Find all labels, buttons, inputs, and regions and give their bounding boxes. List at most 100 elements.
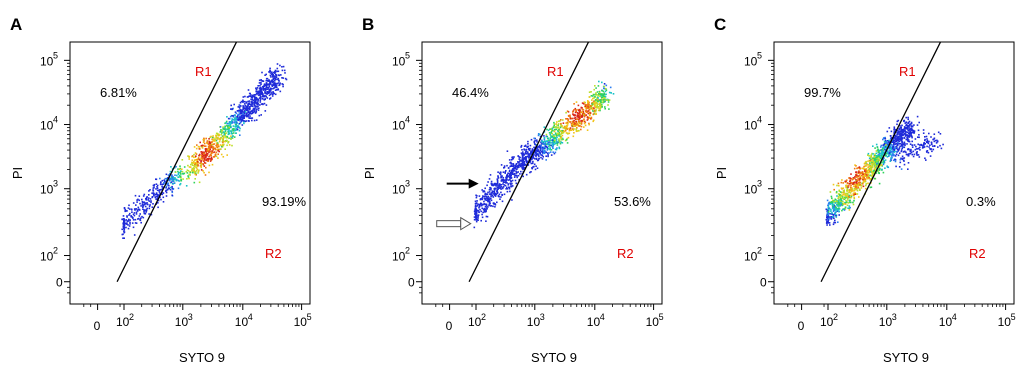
- data-point: [208, 151, 210, 153]
- data-point: [557, 144, 559, 146]
- data-point: [257, 105, 259, 107]
- data-point: [178, 173, 180, 175]
- data-point: [196, 153, 198, 155]
- data-point: [856, 171, 858, 173]
- data-point: [148, 194, 150, 196]
- data-point: [228, 127, 230, 129]
- data-point: [926, 136, 928, 138]
- data-point: [511, 170, 513, 172]
- data-point: [129, 213, 131, 215]
- data-point: [912, 154, 914, 156]
- data-point: [872, 173, 874, 175]
- data-point: [854, 193, 856, 195]
- data-point: [573, 132, 575, 134]
- data-point: [187, 172, 189, 174]
- data-point: [128, 228, 130, 230]
- data-point: [844, 203, 846, 205]
- data-point: [581, 107, 583, 109]
- data-point: [610, 87, 612, 89]
- data-point: [535, 165, 537, 167]
- data-point: [896, 146, 898, 148]
- data-point: [489, 201, 491, 203]
- data-point: [497, 192, 499, 194]
- data-point: [240, 105, 242, 107]
- data-point: [841, 200, 843, 202]
- data-point: [601, 94, 603, 96]
- data-point: [835, 212, 837, 214]
- data-point: [480, 220, 482, 222]
- data-point: [573, 103, 575, 105]
- data-point: [591, 99, 593, 101]
- data-point: [490, 174, 492, 176]
- data-point: [873, 162, 875, 164]
- data-point: [133, 219, 135, 221]
- data-point: [603, 88, 605, 90]
- data-point: [848, 192, 850, 194]
- x-tick-exponent: 4: [600, 312, 605, 322]
- data-point: [552, 147, 554, 149]
- region-percent-r1: 46.4%: [452, 85, 489, 100]
- data-point: [560, 133, 562, 135]
- data-point: [131, 209, 133, 211]
- data-point: [894, 159, 896, 161]
- data-point: [886, 153, 888, 155]
- data-point: [187, 165, 189, 167]
- data-point: [513, 170, 515, 172]
- data-point: [901, 144, 903, 146]
- data-point: [608, 101, 610, 103]
- data-point: [540, 148, 542, 150]
- plot-area: [469, 41, 614, 282]
- data-point: [505, 188, 507, 190]
- data-point: [924, 146, 926, 148]
- data-point: [854, 188, 856, 190]
- data-point: [601, 97, 603, 99]
- data-point: [833, 201, 835, 203]
- data-point: [598, 85, 600, 87]
- data-point: [895, 166, 897, 168]
- data-point: [582, 112, 584, 114]
- data-point: [909, 141, 911, 143]
- x-tick-label: 10: [879, 315, 893, 329]
- data-point: [524, 153, 526, 155]
- data-point: [139, 195, 141, 197]
- y-tick-exponent: 4: [405, 115, 410, 125]
- data-point: [140, 222, 142, 224]
- data-point: [842, 182, 844, 184]
- data-point: [249, 93, 251, 95]
- data-point: [577, 112, 579, 114]
- data-point: [831, 201, 833, 203]
- data-point: [904, 127, 906, 129]
- data-point: [525, 145, 527, 147]
- data-point: [878, 152, 880, 154]
- data-point: [593, 107, 595, 109]
- data-point: [527, 143, 529, 145]
- data-point: [225, 137, 227, 139]
- data-point: [517, 161, 519, 163]
- data-point: [831, 198, 833, 200]
- data-point: [891, 155, 893, 157]
- data-point: [266, 82, 268, 84]
- data-point: [594, 105, 596, 107]
- data-point: [275, 70, 277, 72]
- data-point: [195, 174, 197, 176]
- data-point: [491, 194, 493, 196]
- data-point: [891, 131, 893, 133]
- data-point: [827, 205, 829, 207]
- data-point: [224, 141, 226, 143]
- data-point: [868, 174, 870, 176]
- data-point: [202, 156, 204, 158]
- data-point: [881, 169, 883, 171]
- data-point: [142, 201, 144, 203]
- data-point: [918, 154, 920, 156]
- data-point: [537, 151, 539, 153]
- data-point: [552, 130, 554, 132]
- data-point: [573, 120, 575, 122]
- data-point: [892, 151, 894, 153]
- data-point: [844, 181, 846, 183]
- data-point: [905, 125, 907, 127]
- data-point: [919, 156, 921, 158]
- data-point: [489, 193, 491, 195]
- data-point: [875, 161, 877, 163]
- data-point: [518, 175, 520, 177]
- open-arrow-shaft: [437, 221, 461, 227]
